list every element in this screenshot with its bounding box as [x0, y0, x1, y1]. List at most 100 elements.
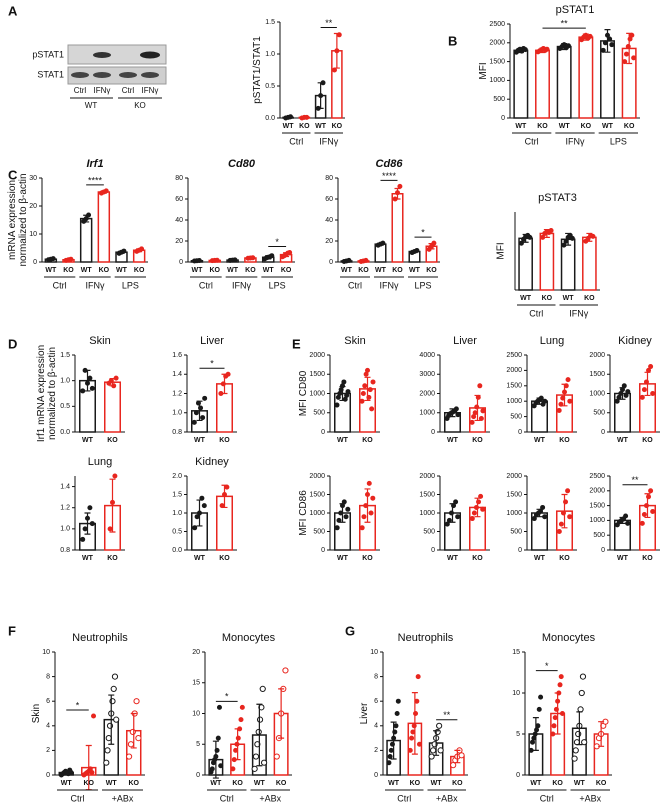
- significance-label: **: [443, 710, 451, 720]
- data-point: [135, 735, 142, 742]
- x-tick-label: WT: [534, 437, 546, 444]
- y-tick-label: 500: [510, 413, 522, 420]
- data-point: [602, 40, 608, 46]
- data-point: [386, 760, 392, 766]
- data-point: [455, 514, 461, 520]
- x-tick-label: KO: [358, 267, 369, 274]
- y-axis-label: MFI CD86: [298, 490, 309, 536]
- x-tick-label: WT: [116, 267, 128, 274]
- data-point: [388, 747, 394, 753]
- data-point: [455, 412, 461, 418]
- data-point: [616, 394, 622, 400]
- x-tick-label: WT: [409, 267, 421, 274]
- data-point: [552, 715, 558, 721]
- y-tick-label: 15: [192, 680, 200, 687]
- error-bar: [221, 484, 228, 509]
- chart: 0.0 0.5 1.0 1.5 Skin Irf1 mRNA expression norm…: [36, 335, 125, 444]
- x-tick-label: KO: [299, 123, 310, 130]
- error-bar: [454, 749, 461, 764]
- data-point: [548, 228, 554, 234]
- data-point: [567, 398, 573, 404]
- y-tick-label: 1500: [506, 491, 522, 498]
- data-point: [437, 747, 444, 754]
- data-point: [362, 383, 368, 389]
- y-tick-label: 0: [431, 429, 435, 436]
- data-point: [565, 377, 571, 383]
- y-tick-label: 10: [512, 690, 520, 697]
- data-point: [235, 735, 241, 741]
- y-axis-label: Skin: [31, 704, 42, 723]
- data-point: [558, 521, 564, 527]
- data-point: [639, 520, 645, 526]
- y-tick-label: 0.5: [60, 403, 70, 410]
- y-tick-label: 60: [175, 196, 183, 203]
- error-bar: [449, 503, 456, 523]
- x-tick-label: WT: [388, 780, 400, 787]
- bar: [578, 36, 594, 119]
- blot-genotype-label: WT: [85, 101, 98, 110]
- x-tick-label: KO: [63, 267, 74, 274]
- x-tick-label: WT: [563, 295, 575, 302]
- data-point: [200, 415, 206, 421]
- blot-genotype-label: KO: [134, 101, 146, 110]
- data-point: [359, 398, 365, 404]
- data-point: [113, 716, 120, 723]
- chart-title: Irf1: [86, 158, 103, 170]
- data-point: [365, 367, 370, 373]
- y-tick-label: 1.4: [172, 371, 182, 378]
- group-label: +ABx: [259, 793, 281, 803]
- blot-band: [71, 72, 89, 78]
- y-tick-label: 2000: [419, 473, 435, 480]
- data-point: [609, 42, 615, 48]
- error-bar: [196, 499, 203, 527]
- bar: [513, 49, 529, 119]
- group-label: LPS: [269, 280, 286, 290]
- data-point: [209, 766, 215, 772]
- data-point: [393, 723, 399, 729]
- data-point: [518, 240, 524, 246]
- data-point: [550, 731, 556, 737]
- error-bar: [118, 250, 125, 254]
- data-point: [648, 488, 654, 494]
- x-tick-label: WT: [447, 437, 459, 444]
- bar: [518, 237, 533, 291]
- error-bar: [229, 259, 236, 262]
- data-point: [80, 536, 86, 542]
- data-point: [80, 388, 86, 394]
- y-tick-label: 1000: [506, 398, 522, 405]
- y-tick-label: 2000: [489, 40, 505, 47]
- y-tick-label: 0.8: [172, 429, 182, 436]
- data-point: [641, 511, 647, 517]
- data-point: [387, 754, 393, 760]
- data-point: [650, 509, 656, 515]
- data-point: [368, 510, 374, 516]
- chart: 0 500 1000 1500 2000 2500 pSTAT1 MFI WT KO WT KO WT K…: [478, 4, 640, 146]
- panel-label: A: [8, 3, 18, 18]
- error-bar: [644, 493, 651, 519]
- y-tick-label: 0: [46, 772, 50, 779]
- error-bar: [196, 400, 203, 422]
- y-tick-label: 500: [593, 532, 605, 539]
- y-tick-label: 10: [192, 710, 200, 717]
- chart: pSTAT3 MFI WT KO WT KO Ctrl IFNγ: [495, 192, 600, 318]
- y-tick-label: 3000: [419, 371, 435, 378]
- error-bar: [285, 115, 292, 120]
- data-point: [607, 36, 613, 42]
- x-tick-label: KO: [472, 437, 483, 444]
- chart-title: Liver: [200, 335, 224, 347]
- y-tick-label: 1.0: [172, 410, 182, 417]
- group-label: +ABx: [112, 793, 134, 803]
- data-point: [216, 704, 222, 710]
- chart: 0 2 4 6 8 10 Neutrophils Skin WT KO WT KO Ctrl +ABx *: [31, 632, 145, 803]
- significance-label: *: [210, 359, 214, 369]
- group-label: Ctrl: [71, 793, 85, 803]
- data-point: [202, 395, 208, 401]
- chart: 0 500 1000 1500 2000 2500 Lung WT KO: [506, 335, 577, 444]
- y-tick-label: 0.0: [265, 115, 275, 122]
- error-bar: [211, 259, 218, 262]
- data-point: [191, 419, 197, 425]
- chart-title: Kidney: [618, 335, 652, 347]
- data-point: [639, 394, 645, 400]
- y-tick-label: 0: [431, 547, 435, 554]
- data-point: [370, 495, 376, 501]
